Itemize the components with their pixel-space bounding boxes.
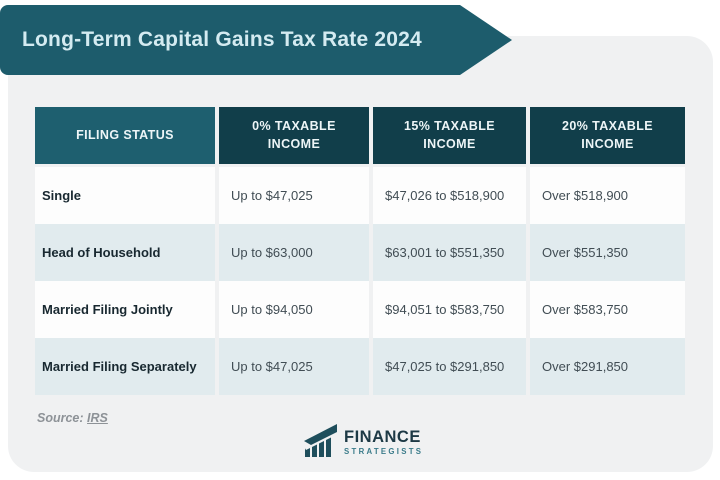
table-header-row: FILING STATUS 0% TAXABLE INCOME 15% TAXA… xyxy=(35,107,685,164)
cell-15-percent: $47,026 to $518,900 xyxy=(373,167,526,224)
source-irs-link[interactable]: IRS xyxy=(87,411,108,425)
logo-line1: FINANCE xyxy=(344,428,421,447)
header-filing-status: FILING STATUS xyxy=(35,107,215,164)
cell-20-percent: Over $583,750 xyxy=(530,281,685,338)
logo-line2: STRATEGISTS xyxy=(344,446,424,456)
banner-arrow-shape xyxy=(460,5,512,75)
cell-filing-status: Head of Household xyxy=(35,224,215,281)
table-row: Head of Household Up to $63,000 $63,001 … xyxy=(35,224,685,281)
cell-20-percent: Over $551,350 xyxy=(530,224,685,281)
cell-15-percent: $47,025 to $291,850 xyxy=(373,338,526,395)
header-0-percent: 0% TAXABLE INCOME xyxy=(219,107,369,164)
source-label: Source: xyxy=(37,411,84,425)
page-title: Long-Term Capital Gains Tax Rate 2024 xyxy=(22,28,422,51)
source-note: Source: IRS xyxy=(37,411,108,425)
cell-filing-status: Married Filing Separately xyxy=(35,338,215,395)
logo-wordmark: FINANCE STRATEGISTS xyxy=(344,429,423,455)
header-15-percent: 15% TAXABLE INCOME xyxy=(373,107,526,164)
title-banner: Long-Term Capital Gains Tax Rate 2024 xyxy=(0,5,512,75)
table-row: Married Filing Separately Up to $47,025 … xyxy=(35,338,685,395)
cell-0-percent: Up to $63,000 xyxy=(219,224,369,281)
title-banner-body: Long-Term Capital Gains Tax Rate 2024 xyxy=(0,5,460,75)
cell-0-percent: Up to $47,025 xyxy=(219,338,369,395)
logo-chart-icon xyxy=(302,423,339,462)
cell-20-percent: Over $291,850 xyxy=(530,338,685,395)
cell-0-percent: Up to $94,050 xyxy=(219,281,369,338)
cell-0-percent: Up to $47,025 xyxy=(219,167,369,224)
cell-filing-status: Married Filing Jointly xyxy=(35,281,215,338)
cell-20-percent: Over $518,900 xyxy=(530,167,685,224)
header-20-percent: 20% TAXABLE INCOME xyxy=(530,107,685,164)
table-row: Married Filing Jointly Up to $94,050 $94… xyxy=(35,281,685,338)
finance-strategists-logo: FINANCE STRATEGISTS xyxy=(302,423,423,462)
cell-15-percent: $94,051 to $583,750 xyxy=(373,281,526,338)
cell-15-percent: $63,001 to $551,350 xyxy=(373,224,526,281)
tax-rate-table: FILING STATUS 0% TAXABLE INCOME 15% TAXA… xyxy=(35,107,685,395)
cell-filing-status: Single xyxy=(35,167,215,224)
table-row: Single Up to $47,025 $47,026 to $518,900… xyxy=(35,167,685,224)
